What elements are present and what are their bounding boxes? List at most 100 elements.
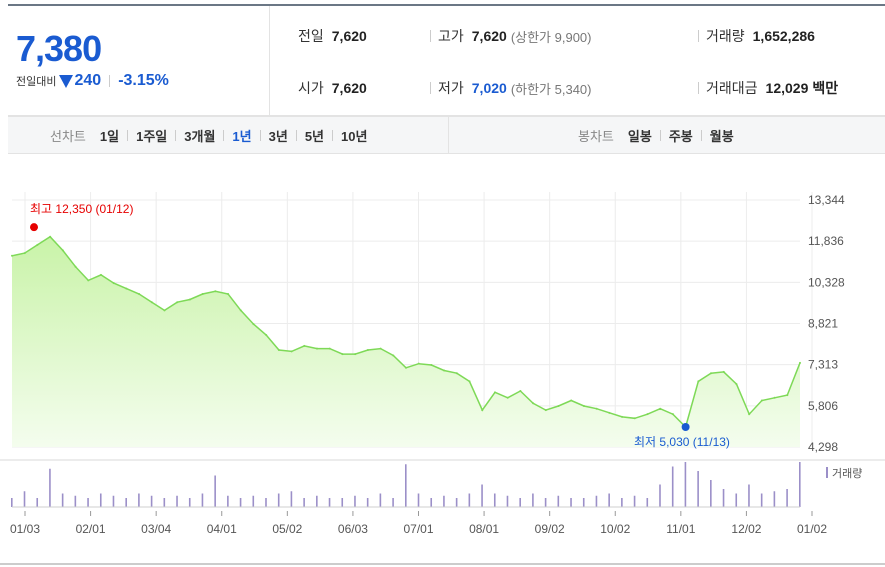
volume-bar	[379, 493, 382, 507]
open-value: 7,620	[331, 80, 367, 96]
line-tab-3[interactable]: 1년	[232, 128, 252, 144]
divider	[430, 82, 431, 94]
upper-limit: (상한가 9,900)	[510, 29, 592, 45]
volume-bar	[227, 495, 229, 507]
volume-value: 1,652,286	[752, 28, 815, 44]
line-tab-6[interactable]: 10년	[341, 128, 368, 144]
volume-bar	[722, 489, 725, 507]
volume-bar	[201, 493, 204, 507]
data-point	[11, 254, 13, 257]
volume-bar	[532, 493, 534, 507]
volume-bar	[366, 498, 369, 507]
data-point	[735, 383, 738, 386]
x-axis: 01/03 02/01 03/04 04/01 05/02 06/03 07/01 08/01…	[10, 511, 827, 536]
data-point	[417, 362, 420, 365]
data-point	[328, 347, 331, 350]
volume-bar	[74, 495, 77, 507]
volume-bar	[125, 498, 127, 507]
line-tab-0[interactable]: 1일	[99, 128, 120, 144]
high-price: 고가 7,620 (상한가 9,900)	[438, 26, 592, 46]
data-point	[99, 273, 102, 276]
candle-chart-tabs: 봉차트 일봉 주봉 월봉	[578, 117, 734, 153]
volume-bar	[671, 466, 674, 507]
line-tab-5[interactable]: 5년	[304, 128, 325, 144]
x-tick-label: 04/01	[207, 522, 237, 536]
data-point	[112, 282, 115, 285]
divider	[430, 30, 431, 42]
divider	[109, 75, 111, 87]
data-point	[544, 409, 547, 412]
x-tick-label: 02/01	[76, 522, 106, 536]
volume-bar	[176, 495, 178, 507]
volume-bar	[493, 493, 496, 507]
data-point	[595, 407, 598, 410]
volume-bar	[570, 498, 572, 507]
volume-label: 거래량	[706, 28, 745, 44]
data-point	[239, 309, 242, 312]
volume-bar	[163, 498, 166, 507]
data-point	[36, 243, 39, 246]
data-point	[87, 279, 90, 282]
line-tab-1[interactable]: 1주일	[136, 128, 168, 144]
candle-tab-2[interactable]: 월봉	[709, 128, 734, 144]
volume-bar	[430, 498, 433, 507]
volume-bar	[36, 498, 39, 507]
prev-close-value: 7,620	[331, 28, 367, 44]
volume-bar	[290, 491, 293, 507]
volume-bar	[214, 475, 216, 507]
prev-close-label: 전일	[298, 28, 324, 44]
volume-bar	[544, 498, 547, 507]
data-point	[570, 399, 573, 402]
data-point	[138, 293, 141, 296]
data-point	[519, 389, 522, 392]
volume-bar	[328, 498, 331, 507]
volume-bar	[392, 498, 394, 507]
data-point	[379, 347, 382, 350]
x-tick-label: 01/03	[10, 522, 40, 536]
amount-label: 거래대금	[706, 80, 758, 96]
change-row: 전일대비 240 -3.15%	[16, 72, 169, 90]
volume-bar	[735, 493, 738, 507]
divider	[223, 129, 225, 141]
data-point	[582, 404, 585, 407]
volume-bar	[481, 484, 483, 507]
x-tick-label: 09/02	[535, 522, 565, 536]
price-info-grid: 전일 7,620 고가 7,620 (상한가 9,900) 거래량 1,652,…	[270, 6, 885, 116]
volume-bar	[646, 498, 649, 507]
x-tick-label: 03/04	[141, 522, 171, 536]
price-chart: 13,344 11,836 10,328 8,821 7,313 5,806 4,298 최…	[0, 192, 885, 565]
volume-bar	[710, 480, 712, 507]
volume-bar	[252, 495, 255, 507]
volume-bar	[557, 495, 560, 507]
line-chart-tabs: 선차트 1일 1주일 3개월 1년 3년 5년 10년	[50, 117, 367, 153]
data-point	[74, 265, 77, 268]
x-tick-label: 08/01	[469, 522, 499, 536]
data-point	[188, 298, 191, 301]
low-label: 저가	[438, 80, 464, 96]
data-point	[354, 353, 357, 356]
y-tick-label: 10,328	[808, 275, 845, 289]
line-tab-2[interactable]: 3개월	[184, 128, 216, 144]
data-point	[252, 323, 255, 326]
volume-bar	[265, 498, 267, 507]
x-tick-label: 10/02	[600, 522, 630, 536]
high-value: 7,620	[471, 28, 507, 44]
data-point	[773, 396, 776, 399]
data-point	[760, 399, 763, 402]
change-value: 240	[74, 72, 102, 89]
data-point	[366, 349, 369, 352]
volume-bar	[87, 498, 89, 507]
x-tick-label: 05/02	[272, 522, 302, 536]
candle-tab-1[interactable]: 주봉	[668, 128, 693, 144]
volume-bar	[519, 498, 521, 507]
volume-bar	[621, 498, 623, 507]
volume-bar	[11, 498, 13, 507]
data-point	[557, 404, 560, 407]
data-point	[697, 380, 700, 383]
line-tab-4[interactable]: 3년	[268, 128, 288, 144]
data-point	[748, 413, 751, 416]
x-tick-label: 11/01	[666, 522, 695, 536]
candle-tab-0[interactable]: 일봉	[627, 128, 652, 144]
open-label: 시가	[298, 80, 324, 96]
extreme-markers: 최고 12,350 (01/12) 최저 5,030 (11/13)	[11, 202, 801, 449]
